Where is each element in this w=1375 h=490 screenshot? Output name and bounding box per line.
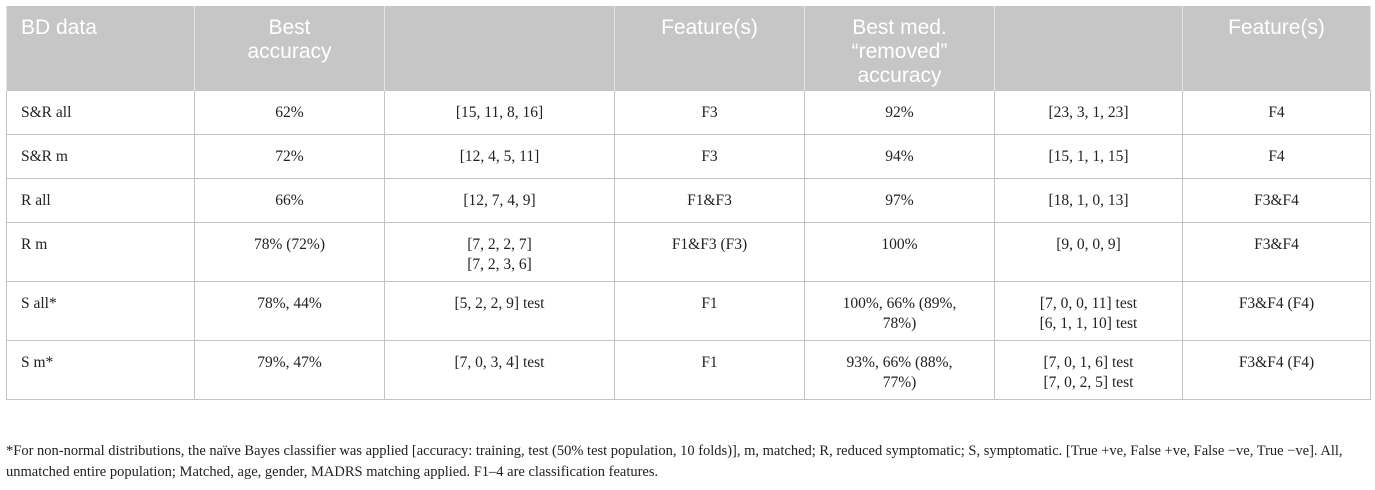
cell-features: F3 bbox=[614, 133, 805, 179]
cell-confusion-line: [12, 4, 5, 11] bbox=[459, 147, 540, 165]
cell-confusion-removed: [7, 0, 1, 6] test [7, 0, 2, 5] test bbox=[994, 339, 1183, 400]
cell-confusion: [5, 2, 2, 9] test bbox=[384, 280, 615, 341]
cell-best-accuracy: 72% bbox=[194, 133, 385, 179]
header-best-removed-accuracy: Best med. “removed” accuracy bbox=[804, 6, 995, 90]
cell-confusion-line: [15, 11, 8, 16] bbox=[455, 103, 544, 121]
header-confusion-blank bbox=[384, 6, 615, 90]
cell-best-accuracy: 78%, 44% bbox=[194, 280, 385, 341]
cell-best-accuracy: 79%, 47% bbox=[194, 339, 385, 400]
header-best-removed-text: Best med. “removed” accuracy bbox=[851, 16, 948, 87]
cell-confusion-line: [5, 2, 2, 9] test bbox=[454, 294, 545, 312]
cell-features: F1 bbox=[614, 339, 805, 400]
cell-confusion: [15, 11, 8, 16] bbox=[384, 89, 615, 135]
cell-features: F1&F3 bbox=[614, 177, 805, 223]
cell-bd-data: S m* bbox=[6, 339, 195, 400]
cell-confusion-removed: [9, 0, 0, 9] bbox=[994, 221, 1183, 282]
cell-confusion-removed-line: [7, 0, 2, 5] test bbox=[1043, 373, 1134, 391]
cell-bd-data: R m bbox=[6, 221, 195, 282]
cell-bd-data: S&R m bbox=[6, 133, 195, 179]
cell-confusion-removed-line: [18, 1, 0, 13] bbox=[1048, 191, 1129, 209]
header-features-removed: Feature(s) bbox=[1182, 6, 1371, 90]
results-table: BD data Best accuracy Feature(s) Best me… bbox=[6, 6, 1371, 400]
table-footnote: *For non-normal distributions, the naïve… bbox=[6, 443, 1343, 480]
cell-features: F1 bbox=[614, 280, 805, 341]
cell-features: F1&F3 (F3) bbox=[614, 221, 805, 282]
cell-best-accuracy: 66% bbox=[194, 177, 385, 223]
cell-confusion-removed-line: [6, 1, 1, 10] test bbox=[1039, 314, 1138, 332]
table-row: S m* 79%, 47% [7, 0, 3, 4] test F1 93%, 66% … bbox=[6, 339, 1371, 400]
header-best-accuracy-text: Best accuracy bbox=[247, 16, 332, 63]
cell-confusion-removed-line: [7, 0, 0, 11] test bbox=[1039, 294, 1138, 312]
cell-confusion-removed-line: [9, 0, 0, 9] bbox=[1056, 235, 1121, 253]
cell-best-removed: 100% bbox=[804, 221, 995, 282]
cell-confusion-removed: [7, 0, 0, 11] test [6, 1, 1, 10] test bbox=[994, 280, 1183, 341]
cell-confusion-removed: [23, 3, 1, 23] bbox=[994, 89, 1183, 135]
cell-features-removed: F3&F4 (F4) bbox=[1182, 280, 1371, 341]
cell-confusion: [7, 2, 2, 7] [7, 2, 3, 6] bbox=[384, 221, 615, 282]
table-row: R m 78% (72%) [7, 2, 2, 7] [7, 2, 3, 6] F1&F… bbox=[6, 221, 1371, 282]
table-row: S&R all 62% [15, 11, 8, 16] F3 92% [23, 3, 1,… bbox=[6, 89, 1371, 135]
cell-features-removed: F4 bbox=[1182, 89, 1371, 135]
cell-confusion: [12, 7, 4, 9] bbox=[384, 177, 615, 223]
cell-confusion-line: [7, 2, 2, 7] bbox=[467, 235, 532, 253]
table-row: S&R m 72% [12, 4, 5, 11] F3 94% [15, 1, 1, 15… bbox=[6, 133, 1371, 179]
cell-confusion-removed: [18, 1, 0, 13] bbox=[994, 177, 1183, 223]
cell-features-removed: F3&F4 bbox=[1182, 221, 1371, 282]
cell-best-accuracy: 78% (72%) bbox=[194, 221, 385, 282]
header-confusion-removed-blank bbox=[994, 6, 1183, 90]
table-row: R all 66% [12, 7, 4, 9] F1&F3 97% [18, 1, 0, … bbox=[6, 177, 1371, 223]
cell-best-removed: 94% bbox=[804, 133, 995, 179]
cell-confusion: [12, 4, 5, 11] bbox=[384, 133, 615, 179]
cell-confusion-removed-line: [23, 3, 1, 23] bbox=[1048, 103, 1129, 121]
cell-best-accuracy: 62% bbox=[194, 89, 385, 135]
header-bd-data: BD data bbox=[6, 6, 195, 90]
cell-features-removed: F4 bbox=[1182, 133, 1371, 179]
cell-confusion-line: [12, 7, 4, 9] bbox=[463, 191, 536, 209]
cell-features-removed: F3&F4 bbox=[1182, 177, 1371, 223]
cell-confusion-removed: [15, 1, 1, 15] bbox=[994, 133, 1183, 179]
table-row: S all* 78%, 44% [5, 2, 2, 9] test F1 100%, 6… bbox=[6, 280, 1371, 341]
cell-bd-data: S all* bbox=[6, 280, 195, 341]
cell-confusion-line: [7, 2, 3, 6] bbox=[467, 255, 532, 273]
table-body: S&R all 62% [15, 11, 8, 16] F3 92% [23, 3, 1,… bbox=[6, 89, 1371, 400]
header-best-accuracy: Best accuracy bbox=[194, 6, 385, 90]
results-table-container: BD data Best accuracy Feature(s) Best me… bbox=[6, 6, 1371, 400]
cell-best-removed: 97% bbox=[804, 177, 995, 223]
cell-features: F3 bbox=[614, 89, 805, 135]
cell-confusion-line: [7, 0, 3, 4] test bbox=[454, 353, 545, 371]
cell-confusion-removed-line: [15, 1, 1, 15] bbox=[1048, 147, 1129, 165]
cell-confusion-removed-line: [7, 0, 1, 6] test bbox=[1043, 353, 1134, 371]
cell-best-removed: 93%, 66% (88%, 77%) bbox=[804, 339, 995, 400]
cell-best-removed: 100%, 66% (89%, 78%) bbox=[804, 280, 995, 341]
cell-bd-data: S&R all bbox=[6, 89, 195, 135]
header-features: Feature(s) bbox=[614, 6, 805, 90]
cell-best-removed: 92% bbox=[804, 89, 995, 135]
cell-features-removed: F3&F4 (F4) bbox=[1182, 339, 1371, 400]
cell-bd-data: R all bbox=[6, 177, 195, 223]
cell-confusion: [7, 0, 3, 4] test bbox=[384, 339, 615, 400]
table-header-row: BD data Best accuracy Feature(s) Best me… bbox=[6, 6, 1371, 90]
